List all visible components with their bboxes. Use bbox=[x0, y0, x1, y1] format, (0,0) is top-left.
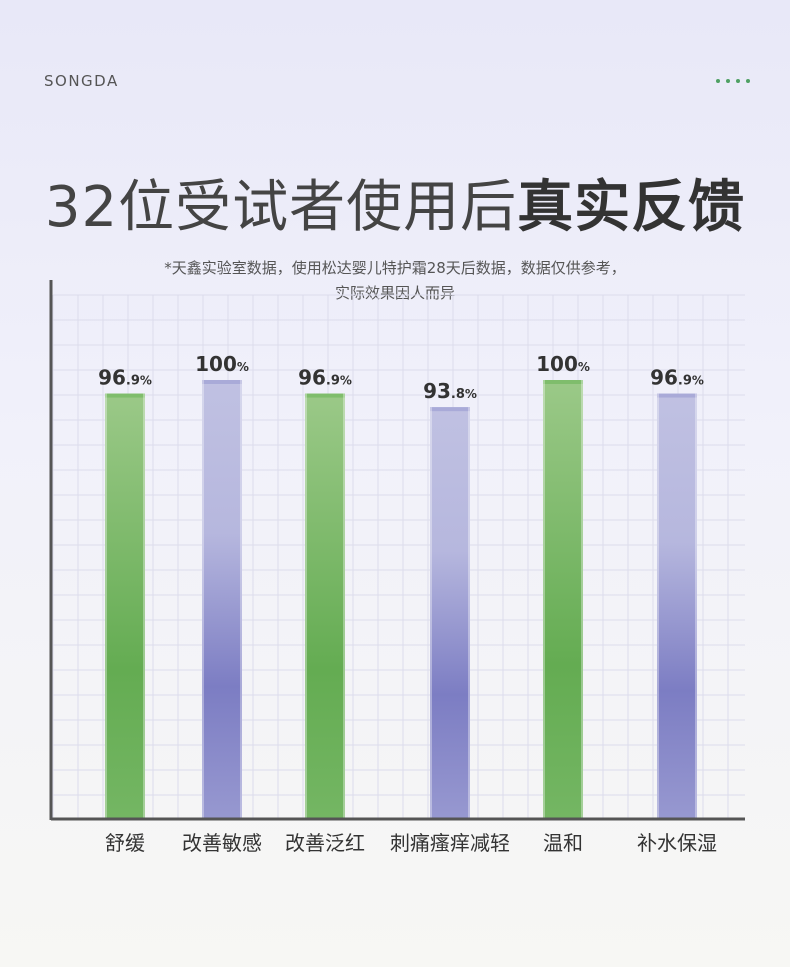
value-label: 96.9% bbox=[650, 366, 704, 390]
value-label: 100% bbox=[195, 352, 249, 376]
title-bold: 真实反馈 bbox=[517, 175, 746, 240]
title-light: 32位受试者使用后 bbox=[44, 175, 518, 240]
category-label: 温和 bbox=[543, 831, 583, 855]
more-dots-icon bbox=[716, 79, 750, 83]
category-label: 刺痛瘙痒减轻 bbox=[390, 831, 510, 855]
bar-1 bbox=[105, 393, 145, 818]
category-label: 改善敏感 bbox=[182, 831, 262, 855]
note-line-1: *天鑫实验室数据，使用松达婴儿特护霜28天后数据，数据仅供参考， bbox=[164, 259, 626, 277]
value-label: 96.9% bbox=[298, 366, 352, 390]
data-note: *天鑫实验室数据，使用松达婴儿特护霜28天后数据，数据仅供参考， 实际效果因人而… bbox=[0, 256, 790, 306]
value-label: 96.9% bbox=[98, 366, 152, 390]
category-label: 舒缓 bbox=[105, 831, 145, 855]
bar-5 bbox=[543, 380, 583, 818]
category-label: 改善泛红 bbox=[285, 831, 365, 855]
chart-grid bbox=[52, 294, 745, 818]
brand-logo: SONGDA bbox=[44, 72, 119, 90]
note-line-2: 实际效果因人而异 bbox=[334, 284, 455, 302]
value-label: 93.8% bbox=[423, 379, 477, 403]
bar-2 bbox=[202, 380, 242, 818]
bar-4 bbox=[430, 407, 470, 818]
category-label: 补水保湿 bbox=[637, 831, 717, 855]
page-title: 32位受试者使用后真实反馈 bbox=[0, 162, 790, 243]
bar-6 bbox=[657, 393, 697, 818]
value-label: 100% bbox=[536, 352, 590, 376]
bar-3 bbox=[305, 393, 345, 818]
